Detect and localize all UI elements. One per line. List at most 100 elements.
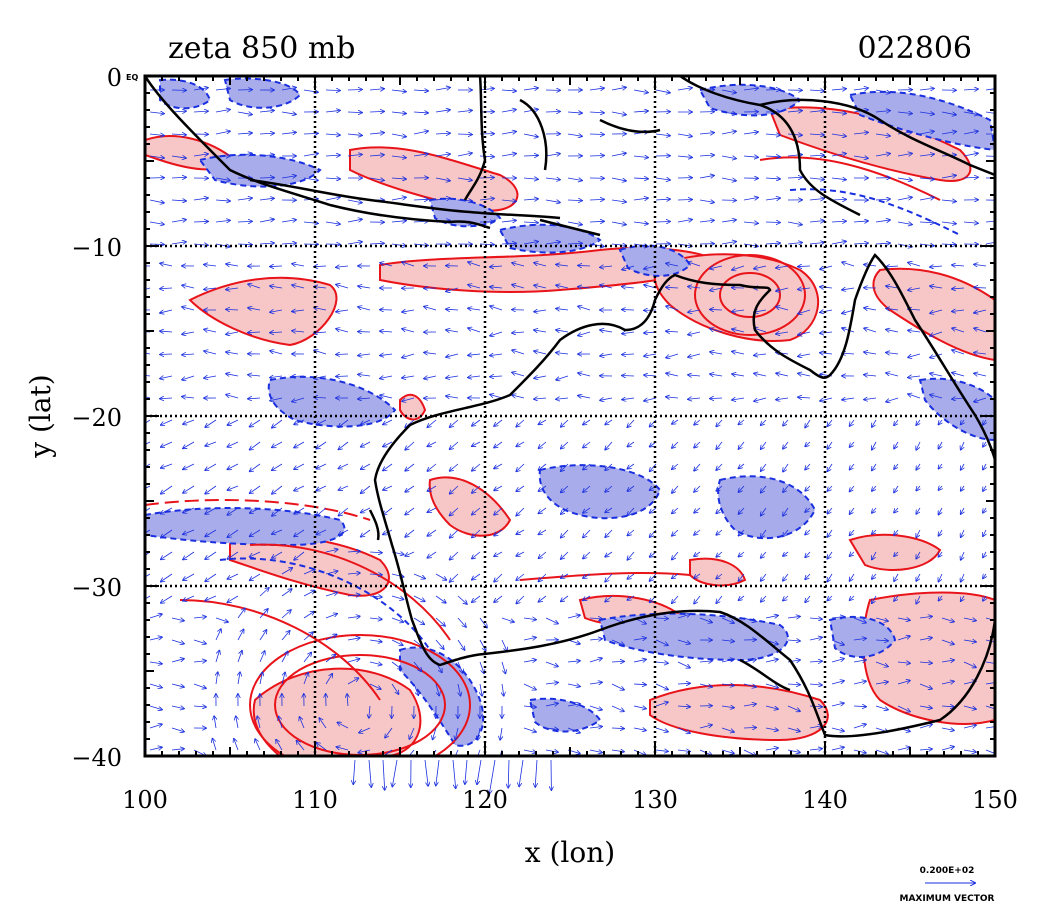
wind-vector xyxy=(787,705,800,711)
wind-vector xyxy=(655,134,670,136)
wind-vector xyxy=(567,243,582,244)
wind-vector xyxy=(193,617,206,618)
wind-vector xyxy=(721,177,736,181)
wind-vector xyxy=(916,463,920,470)
wind-vector xyxy=(875,111,890,112)
wind-vector xyxy=(391,661,402,669)
wind-vector xyxy=(182,397,195,398)
wind-vector xyxy=(738,573,745,581)
wind-vector xyxy=(227,573,239,579)
wind-vector xyxy=(672,485,679,493)
wind-vector xyxy=(145,573,151,578)
wind-vector xyxy=(589,112,604,113)
wind-vector xyxy=(204,351,217,355)
wind-vector xyxy=(605,463,613,470)
wind-vector xyxy=(479,661,484,673)
wind-vector xyxy=(193,683,206,688)
wind-vector xyxy=(446,309,459,310)
wind-vector xyxy=(738,595,745,600)
wind-vector xyxy=(694,441,701,448)
wind-vector xyxy=(534,376,547,378)
wind-vector xyxy=(677,88,692,90)
wind-vector xyxy=(699,155,714,156)
wind-vector xyxy=(666,353,679,358)
wind-vector xyxy=(227,507,239,515)
wind-vector xyxy=(490,376,503,377)
wind-vector xyxy=(721,684,734,686)
wind-vector xyxy=(413,90,428,91)
wind-vector xyxy=(805,485,811,491)
wind-vector xyxy=(227,463,239,469)
wind-vector xyxy=(149,199,164,203)
wind-vector xyxy=(655,683,668,689)
wind-vector xyxy=(538,529,547,534)
wind-vector xyxy=(534,398,547,399)
wind-vector xyxy=(897,153,912,156)
wind-vector xyxy=(501,661,505,673)
wind-vector xyxy=(761,595,767,602)
wind-vector xyxy=(193,661,206,662)
wind-vector xyxy=(611,661,624,662)
wind-vector xyxy=(787,134,802,135)
wind-vector xyxy=(875,89,890,93)
wind-vector xyxy=(338,507,349,516)
wind-vector xyxy=(161,573,173,582)
wind-vector xyxy=(556,398,569,399)
wind-vector xyxy=(516,507,525,516)
wind-vector xyxy=(644,354,657,356)
wind-vector xyxy=(583,485,591,492)
wind-vector xyxy=(494,463,503,469)
wind-vector xyxy=(666,263,679,266)
wind-vector xyxy=(490,354,503,356)
wind-vector xyxy=(479,88,494,90)
wind-vector xyxy=(490,287,503,288)
wind-vector xyxy=(391,178,406,179)
wind-vector xyxy=(446,376,459,378)
wind-vector xyxy=(226,288,239,290)
wind-vector xyxy=(831,659,844,663)
wind-vector xyxy=(985,682,995,684)
wind-vector xyxy=(336,747,349,751)
coastlines xyxy=(145,76,995,738)
wind-vector xyxy=(578,373,591,377)
wind-vector xyxy=(248,284,261,289)
wind-vector xyxy=(338,441,349,449)
wind-vector xyxy=(886,286,899,288)
wind-vector xyxy=(831,241,846,244)
wind-vector xyxy=(427,419,437,427)
wind-vector xyxy=(149,662,162,664)
wind-vector xyxy=(325,634,337,641)
wind-vector xyxy=(743,132,758,134)
wind-vector xyxy=(842,262,855,267)
wind-vector xyxy=(535,759,537,787)
wind-vector xyxy=(336,266,349,267)
wind-vector xyxy=(897,705,910,712)
wind-vector xyxy=(489,759,496,794)
wind-vector xyxy=(413,617,424,624)
wind-vector xyxy=(916,485,920,491)
wind-vector xyxy=(761,463,767,471)
wind-vector xyxy=(303,632,313,641)
wind-vector xyxy=(961,507,964,514)
wind-vector xyxy=(831,112,846,113)
wind-vector xyxy=(853,88,868,90)
wind-vector xyxy=(452,759,456,788)
wind-vector xyxy=(292,397,305,402)
wind-vector xyxy=(501,154,516,156)
wind-vector xyxy=(316,529,327,535)
wind-vector xyxy=(193,88,208,90)
wind-vector xyxy=(963,89,978,90)
equator-label: EQ xyxy=(126,73,138,82)
wind-vector xyxy=(567,727,580,733)
wind-vector xyxy=(250,573,261,580)
wind-vector xyxy=(270,286,283,288)
contour-rings xyxy=(145,156,961,756)
wind-vector xyxy=(171,749,184,750)
wind-vector xyxy=(450,463,459,471)
wind-vector xyxy=(303,222,318,223)
wind-vector xyxy=(413,573,425,579)
wind-vector xyxy=(761,485,767,493)
wind-vector xyxy=(872,463,877,470)
wind-vector xyxy=(534,285,547,288)
wind-vector xyxy=(963,222,978,223)
